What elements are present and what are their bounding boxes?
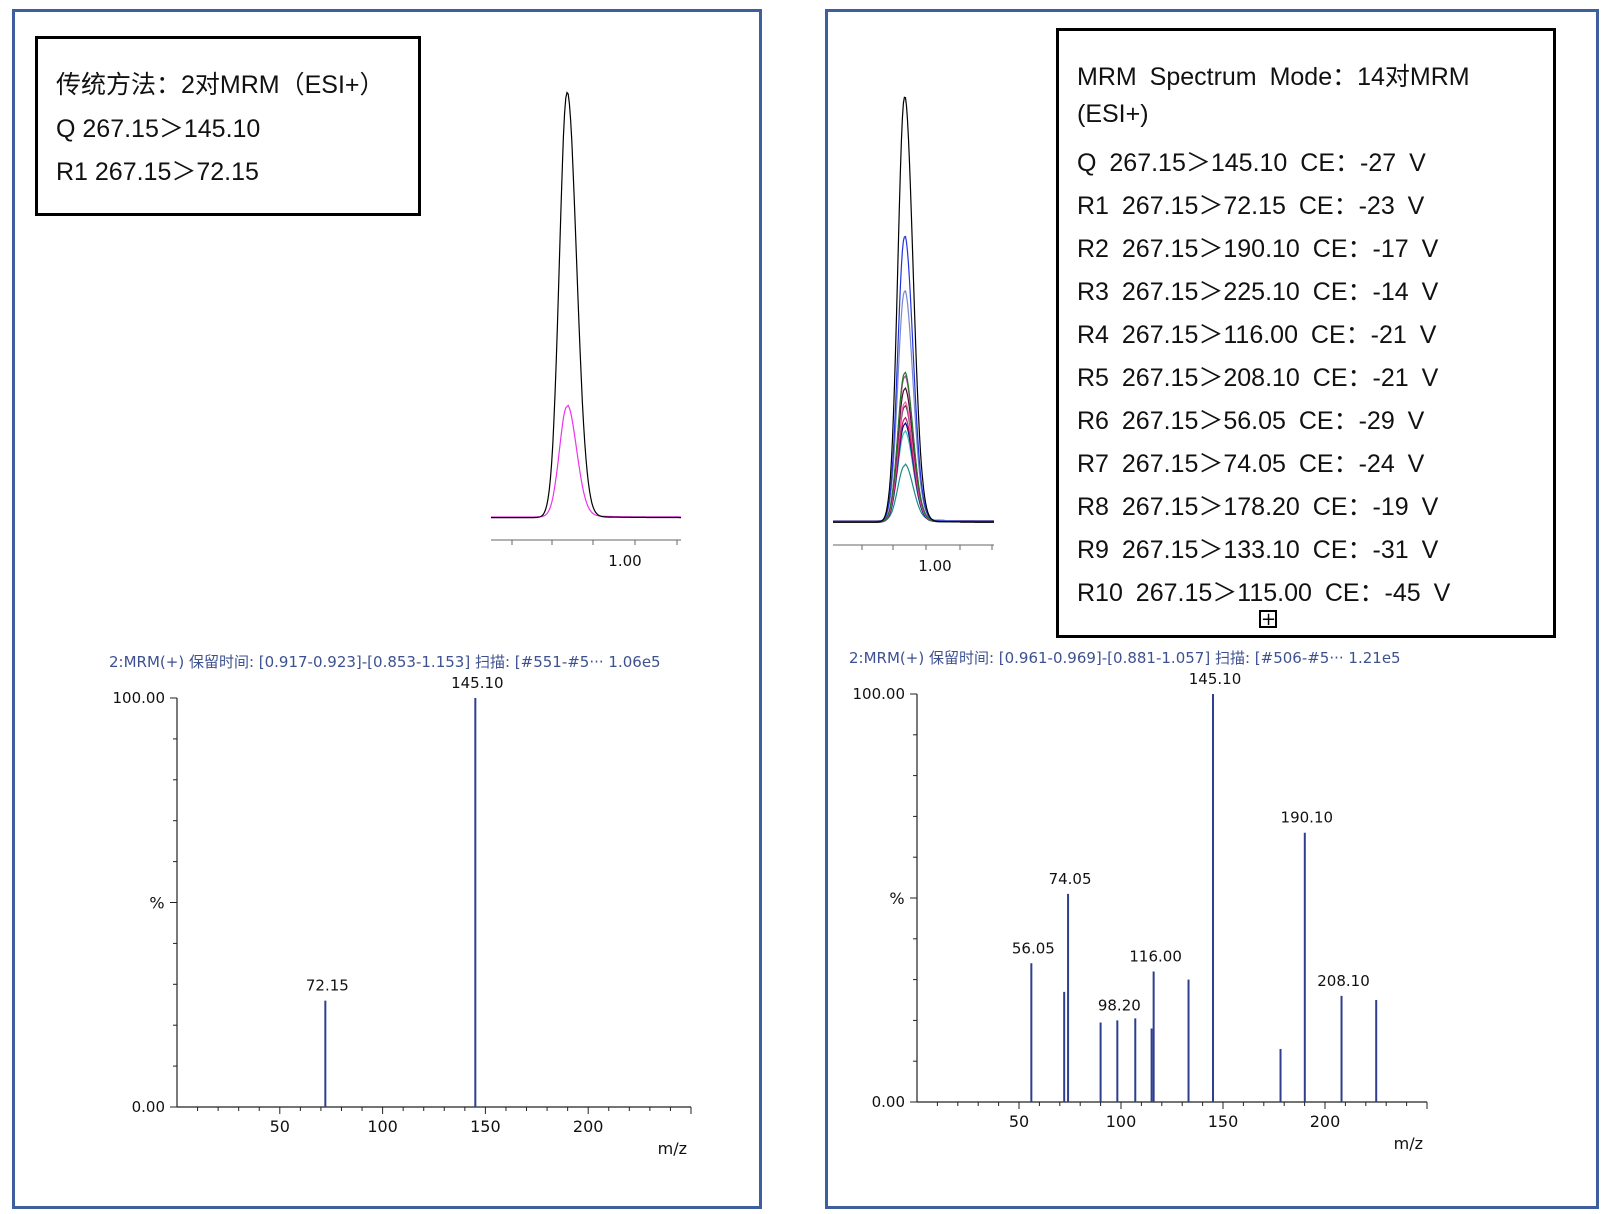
legend-line: R5 267.15＞208.10 CE：-21 V — [1077, 364, 1439, 392]
x-tick-label: 100 — [1106, 1112, 1137, 1131]
chromatogram-trace — [833, 96, 994, 523]
x-axis-label: m/z — [658, 1139, 687, 1158]
legend-line: (ESI+) — [1077, 100, 1149, 128]
y-axis-label: % — [149, 894, 164, 913]
peak-label: 74.05 — [1049, 870, 1092, 888]
right-panel: 1.00 2:MRM(+) 保留时间: [0.961-0.969]-[0.881-… — [825, 9, 1599, 1209]
spectrum-title: 2:MRM(+) 保留时间: [0.917-0.923]-[0.853-1.15… — [109, 653, 661, 671]
legend-line: MRM Spectrum Mode：14对MRM — [1077, 63, 1470, 91]
legend-line: R10 267.15＞115.00 CE：-45 V — [1077, 579, 1451, 607]
peak-label: 116.00 — [1129, 947, 1182, 965]
y-tick-label: 0.00 — [132, 1098, 165, 1116]
peak-label: 190.10 — [1281, 809, 1334, 827]
y-tick-label: 100.00 — [113, 689, 166, 707]
y-tick-label: 100.00 — [853, 685, 906, 703]
legend-line: R6 267.15＞56.05 CE：-29 V — [1077, 407, 1425, 435]
x-tick-label: 100 — [367, 1117, 398, 1136]
expand-icon[interactable]: + — [1259, 609, 1277, 630]
peak-label: 208.10 — [1317, 972, 1370, 990]
spectrum-title: 2:MRM(+) 保留时间: [0.961-0.969]-[0.881-1.05… — [849, 649, 1401, 667]
x-tick-label: 200 — [1310, 1112, 1341, 1131]
left-panel: 传统方法：2对MRM（ESI+） Q 267.15＞145.10 R1 267.… — [12, 9, 762, 1209]
legend-line: R2 267.15＞190.10 CE：-17 V — [1077, 235, 1439, 263]
legend-line: R9 267.15＞133.10 CE：-31 V — [1077, 536, 1439, 564]
right-method-legend: MRM Spectrum Mode：14对MRM (ESI+) Q 267.15… — [1056, 28, 1556, 638]
x-tick-label: 150 — [470, 1117, 501, 1136]
x-tick-label: 50 — [1009, 1112, 1029, 1131]
peak-label: 98.20 — [1098, 996, 1141, 1014]
legend-line: 传统方法：2对MRM（ESI+） — [56, 71, 385, 99]
peak-label: 72.15 — [306, 977, 349, 995]
chromatogram-trace — [491, 91, 681, 519]
peak-label: 145.10 — [451, 674, 504, 692]
legend-line: R1 267.15＞72.15 CE：-23 V — [1077, 192, 1425, 220]
legend-line: R1 267.15＞72.15 — [56, 158, 259, 186]
x-tick-label: 1.00 — [918, 557, 951, 575]
right-charts: 1.00 2:MRM(+) 保留时间: [0.961-0.969]-[0.881-… — [833, 96, 1428, 1153]
left-charts: 1.00 2:MRM(+) 保留时间: [0.917-0.923]-[0.853-… — [109, 91, 692, 1158]
legend-line: R3 267.15＞225.10 CE：-14 V — [1077, 278, 1439, 306]
x-tick-label: 50 — [270, 1117, 290, 1136]
peak-label: 56.05 — [1012, 939, 1055, 957]
y-tick-label: 0.00 — [872, 1093, 905, 1111]
legend-line: R8 267.15＞178.20 CE：-19 V — [1077, 493, 1439, 521]
legend-line: R7 267.15＞74.05 CE：-24 V — [1077, 450, 1425, 478]
x-tick-label: 150 — [1208, 1112, 1239, 1131]
y-axis-label: % — [889, 889, 904, 908]
legend-line: Q 267.15＞145.10 CE：-27 V — [1077, 149, 1426, 177]
peak-label: 145.10 — [1189, 670, 1242, 688]
left-method-legend: 传统方法：2对MRM（ESI+） Q 267.15＞145.10 R1 267.… — [35, 36, 421, 216]
x-tick-label: 200 — [573, 1117, 604, 1136]
legend-line: R4 267.15＞116.00 CE：-21 V — [1077, 321, 1437, 349]
x-tick-label: 1.00 — [608, 552, 641, 570]
legend-line: Q 267.15＞145.10 — [56, 115, 261, 143]
x-axis-label: m/z — [1394, 1134, 1423, 1153]
